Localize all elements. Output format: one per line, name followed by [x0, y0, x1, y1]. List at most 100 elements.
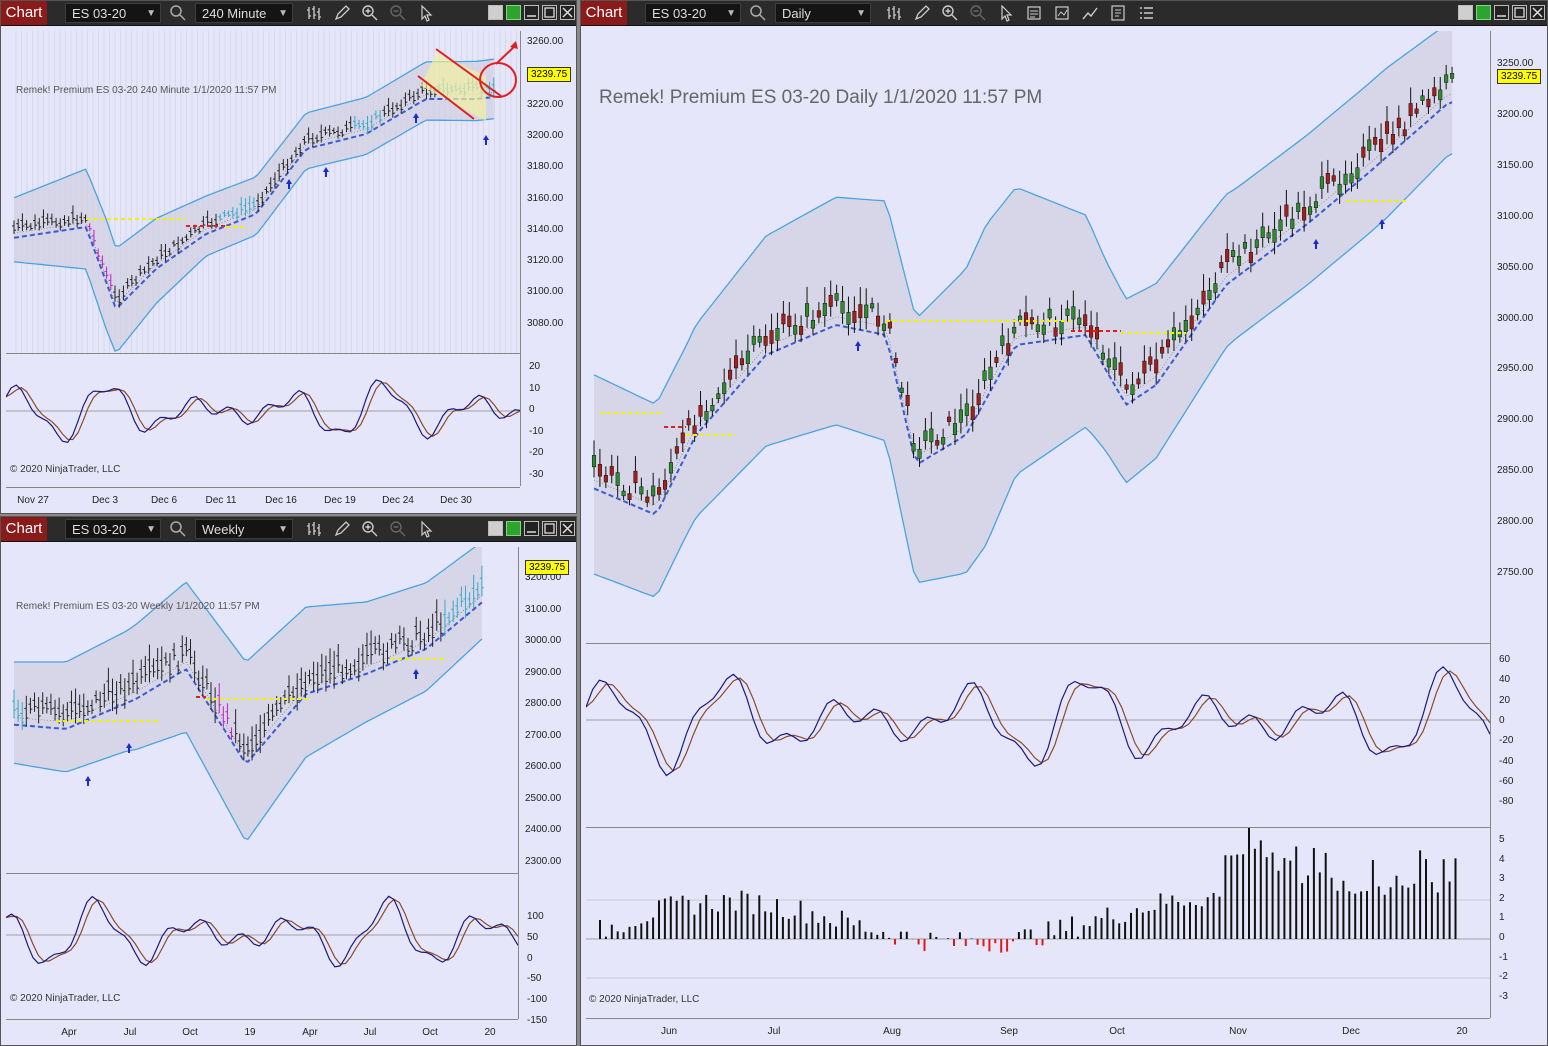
osc-tick-label: 0 [529, 404, 535, 415]
minimize-icon[interactable] [1494, 5, 1509, 20]
chart-window-weekly[interactable]: Chart ES 03-20 ▼ Weekly ▼ Remek! Premium E… [0, 516, 577, 1046]
histogram-tick-label: -1 [1499, 951, 1508, 963]
zoom-in-icon[interactable] [941, 4, 959, 22]
notes-icon[interactable] [1109, 4, 1127, 22]
close-icon[interactable] [560, 5, 575, 20]
list-icon[interactable] [1137, 4, 1155, 22]
trend-icon[interactable] [1081, 4, 1099, 22]
interval-selector[interactable]: 240 Minute ▼ [195, 3, 293, 23]
chart-tab[interactable]: Chart [1, 1, 47, 25]
search-icon[interactable] [169, 520, 187, 538]
candle-body [1124, 384, 1129, 390]
time-axis[interactable]: Nov 27 Dec 3 Dec 6 Dec 11 Dec 16 Dec 19 Dec 24… [6, 487, 520, 512]
cursor-icon[interactable] [997, 4, 1015, 22]
oscillator-panel[interactable] [586, 644, 1490, 827]
pencil-icon[interactable] [333, 4, 351, 22]
axis-tick-label: 3140.00 [527, 223, 564, 235]
search-icon[interactable] [169, 4, 187, 22]
bars-icon[interactable] [305, 4, 323, 22]
cursor-icon[interactable] [417, 4, 435, 22]
price-axis[interactable]: 3200.00 3100.00 3000.00 2900.00 2800.00 2700.… [518, 547, 576, 1026]
axis-tick-label: 2950.00 [1497, 363, 1534, 375]
pencil-icon[interactable] [913, 4, 931, 22]
close-icon[interactable] [1530, 5, 1545, 20]
histogram-panel[interactable]: © 2020 NinjaTrader, LLC [586, 828, 1490, 1018]
candle-body [923, 430, 928, 441]
candle-body [793, 324, 798, 335]
axis-tick-label: 2800.00 [1497, 516, 1534, 528]
candle-body [1414, 108, 1419, 114]
cursor-icon[interactable] [417, 520, 435, 538]
link-button[interactable] [1458, 5, 1473, 20]
time-tick-label: Aug [883, 1026, 901, 1037]
upper-band-line [14, 547, 477, 663]
arrow-head-icon [510, 41, 518, 49]
candle-body [668, 462, 673, 474]
candle-body [657, 487, 662, 495]
zoom-in-icon[interactable] [361, 4, 379, 22]
candle-body [1390, 134, 1395, 145]
copyright-notice: © 2020 NinjaTrader, LLC [589, 994, 700, 1005]
link-button[interactable] [488, 521, 503, 536]
instrument-selector[interactable]: ES 03-20 ▼ [65, 3, 161, 23]
candle-body [1201, 290, 1206, 305]
candle-body [1420, 95, 1425, 101]
candle-body [970, 406, 975, 421]
oscillator-panel[interactable]: © 2020 NinjaTrader, LLC [6, 874, 518, 1019]
instrument-selector[interactable]: ES 03-20 ▼ [65, 519, 161, 539]
maximize-icon[interactable] [1512, 5, 1527, 20]
candle-body [591, 455, 597, 468]
axis-tick-label: 2300.00 [525, 855, 562, 867]
price-axis[interactable]: 3260.003240.003220.003200.003180.003160.… [520, 31, 576, 486]
buy-arrow-icon [85, 776, 91, 786]
minimize-icon[interactable] [524, 521, 539, 536]
price-axis[interactable]: 3250.00 3200.00 3150.00 3100.00 3050.00 3000.… [1490, 31, 1547, 1018]
buy-arrow-icon [126, 743, 132, 753]
pencil-icon[interactable] [333, 520, 351, 538]
time-axis[interactable]: Jun Jul Aug Sep Oct Nov Dec 20 [586, 1018, 1490, 1045]
candle-body [1112, 357, 1117, 371]
bars-icon[interactable] [885, 4, 903, 22]
instrument-selector[interactable]: ES 03-20 ▼ [645, 3, 741, 23]
zoom-out-icon[interactable] [389, 520, 407, 538]
minimize-icon[interactable] [524, 5, 539, 20]
axis-tick-label: 2750.00 [1497, 567, 1534, 578]
time-axis[interactable]: Apr Jul Oct 19 Apr Jul Oct 20 [6, 1019, 518, 1044]
interval-selector[interactable]: Weekly ▼ [195, 519, 293, 539]
time-tick-label: Dec 30 [440, 495, 472, 506]
candle-body [645, 496, 650, 503]
osc-tick-label: 40 [1499, 674, 1511, 686]
oscillator-panel[interactable]: © 2020 NinjaTrader, LLC [6, 354, 520, 486]
close-icon[interactable] [560, 521, 575, 536]
zoom-out-icon[interactable] [969, 4, 987, 22]
copyright-notice: © 2020 NinjaTrader, LLC [10, 993, 121, 1004]
chart-tab[interactable]: Chart [581, 1, 627, 25]
chart-tab[interactable]: Chart [1, 517, 47, 541]
link-button[interactable] [488, 5, 503, 20]
search-icon[interactable] [749, 4, 767, 22]
strategies-icon[interactable] [1053, 4, 1071, 22]
maximize-icon[interactable] [542, 5, 557, 20]
oscillator-plot [6, 379, 520, 443]
candle-body [787, 315, 792, 327]
candle-body [1337, 183, 1342, 195]
chart-window-240min[interactable]: Chart ES 03-20 ▼ 240 Minute ▼ Remek! Premi… [0, 0, 577, 514]
candle-body [810, 319, 815, 329]
price-panel[interactable]: Remek! Premium ES 03-20 Weekly 1/1/2020 … [6, 547, 518, 873]
bars-icon[interactable] [305, 520, 323, 538]
templates-icon[interactable] [1025, 4, 1043, 22]
zoom-out-icon[interactable] [389, 4, 407, 22]
zoom-in-icon[interactable] [361, 520, 379, 538]
osc-tick-label: -20 [529, 447, 544, 458]
candle-body [1266, 232, 1271, 239]
candle-body [1035, 324, 1040, 332]
candle-body [1166, 339, 1171, 348]
price-panel[interactable]: Remek! Premium ES 03-20 240 Minute 1/1/2… [6, 31, 520, 353]
buy-arrow-icon [413, 669, 419, 679]
maximize-icon[interactable] [542, 521, 557, 536]
price-panel[interactable]: Remek! Premium ES 03-20 Daily 1/1/2020 1… [586, 31, 1490, 643]
chart-window-daily[interactable]: Chart ES 03-20 ▼ Daily ▼ Remek! Premium ES… [580, 0, 1548, 1046]
interval-selector[interactable]: Daily ▼ [775, 3, 871, 23]
axis-tick-label: 2800.00 [525, 698, 562, 709]
trend-line [593, 101, 1453, 515]
